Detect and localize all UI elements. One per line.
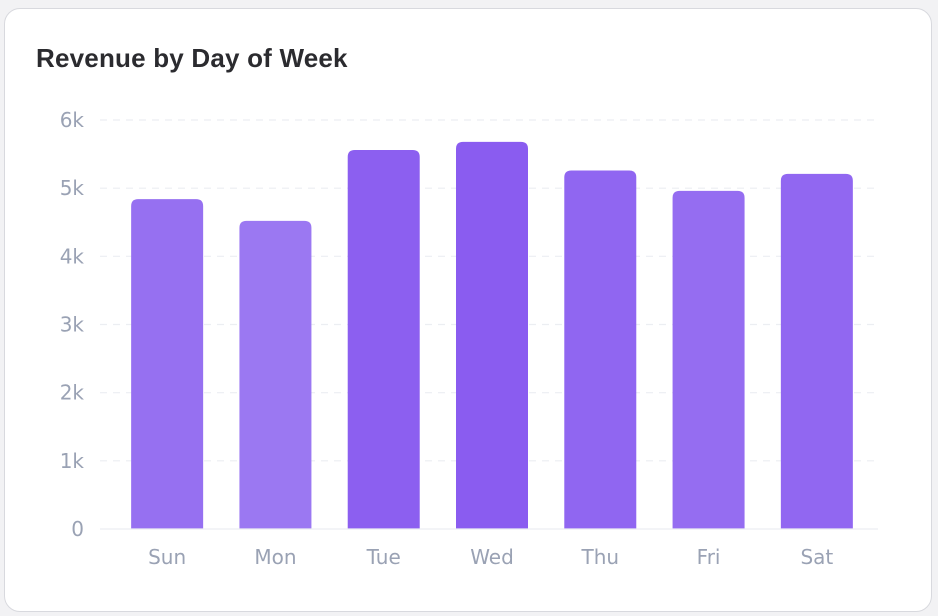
x-axis-labels: Sun Mon Tue Wed Thu Fri Sat bbox=[148, 545, 833, 569]
bar-sun[interactable] bbox=[131, 199, 204, 529]
bar-sat[interactable] bbox=[780, 173, 853, 529]
y-tick-label: 2k bbox=[60, 381, 85, 405]
chart-title: Revenue by Day of Week bbox=[36, 43, 348, 73]
y-tick-label: 6k bbox=[60, 108, 85, 132]
x-tick-label: Tue bbox=[366, 545, 401, 569]
x-tick-label: Mon bbox=[254, 545, 296, 569]
y-tick-label: 4k bbox=[60, 244, 85, 268]
x-tick-label: Sat bbox=[800, 545, 833, 569]
bar-wed[interactable] bbox=[456, 141, 528, 529]
x-tick-label: Sun bbox=[148, 545, 186, 569]
y-tick-label: 0 bbox=[71, 517, 84, 541]
bar-fri[interactable] bbox=[672, 190, 745, 530]
bars bbox=[131, 141, 853, 530]
y-tick-label: 5k bbox=[60, 176, 85, 200]
x-tick-label: Wed bbox=[470, 545, 514, 569]
y-tick-label: 1k bbox=[60, 449, 85, 473]
x-tick-label: Fri bbox=[697, 545, 721, 569]
bar-tue[interactable] bbox=[347, 149, 420, 529]
x-tick-label: Thu bbox=[580, 545, 619, 569]
y-axis-ticks: 0 1k 2k 3k 4k 5k 6k bbox=[60, 108, 85, 541]
bar-mon[interactable] bbox=[239, 220, 312, 530]
bar-thu[interactable] bbox=[564, 170, 637, 529]
y-tick-label: 3k bbox=[60, 313, 85, 337]
